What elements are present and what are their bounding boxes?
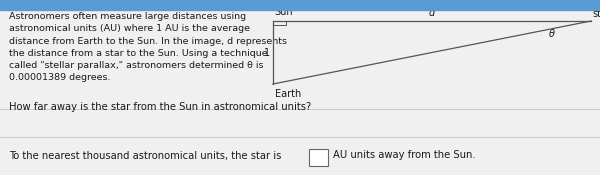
Text: AU units away from the Sun.: AU units away from the Sun. [333,150,476,160]
Text: d: d [429,8,435,18]
Text: How far away is the star from the Sun in astronomical units?: How far away is the star from the Sun in… [9,102,311,111]
Text: 1: 1 [264,47,270,58]
Text: To the nearest thousand astronomical units, the star is: To the nearest thousand astronomical uni… [9,150,281,160]
Bar [273,21,286,25]
Text: Earth: Earth [275,89,301,99]
Bar [309,149,328,166]
Text: θ: θ [549,29,555,39]
Text: star: star [593,9,600,19]
Bar [0,0,600,10]
Text: Astronomers often measure large distances using
astronomical units (AU) where 1 : Astronomers often measure large distance… [9,12,287,82]
Text: Sun: Sun [275,7,293,17]
